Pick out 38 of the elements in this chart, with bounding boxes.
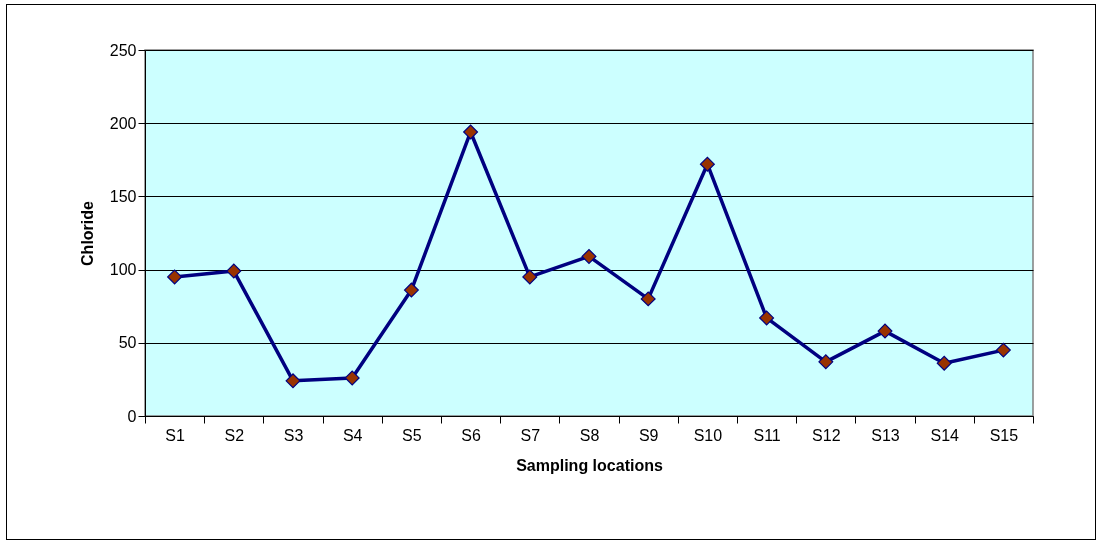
x-tick-label: S4	[342, 426, 363, 444]
x-tick-label: S13	[871, 426, 900, 444]
point	[995, 342, 1011, 358]
point	[640, 291, 656, 307]
point	[522, 269, 538, 285]
x-tick-label: S14	[930, 426, 960, 444]
point	[759, 310, 775, 326]
x-tick-label: S2	[224, 426, 245, 444]
y-axis-title: Chloride	[78, 200, 96, 266]
y-tick-label: 150	[109, 187, 137, 205]
y-tick-label: 50	[118, 334, 137, 352]
x-tick-label: S7	[520, 426, 541, 444]
y-tick-label: 200	[109, 114, 137, 132]
point	[167, 269, 183, 285]
x-tick-label: S10	[693, 426, 723, 444]
x-tick-label: S1	[165, 426, 185, 444]
point	[285, 373, 301, 389]
x-tick-label: S11	[753, 426, 781, 444]
y-tick-label: 100	[109, 261, 137, 279]
point	[936, 355, 952, 371]
x-tick-label: S5	[402, 426, 422, 444]
point	[877, 323, 893, 339]
point	[226, 263, 242, 279]
x-tick-label: S15	[989, 426, 1019, 444]
x-tick-label: S3	[283, 426, 304, 444]
x-tick-label: S9	[638, 426, 659, 444]
point	[463, 124, 479, 140]
x-axis-title: Sampling locations	[516, 456, 663, 474]
point	[403, 282, 419, 298]
point	[699, 156, 715, 172]
point	[818, 354, 834, 370]
y-tick-label: 250	[109, 41, 137, 59]
y-tick-label: 0	[127, 407, 137, 425]
x-tick-label: S6	[461, 426, 481, 444]
x-tick-label: S12	[812, 426, 841, 444]
x-tick-label: S8	[579, 426, 600, 444]
point	[344, 370, 360, 386]
point	[581, 248, 597, 264]
